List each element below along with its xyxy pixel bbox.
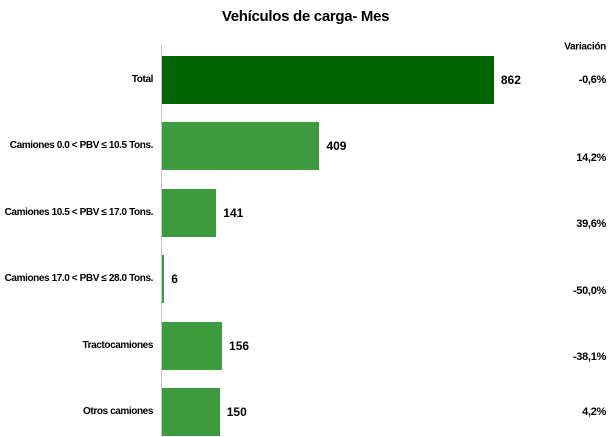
bar: [162, 388, 220, 436]
value-label: 6: [171, 272, 178, 287]
variation-label: 39,6%: [576, 218, 606, 230]
chart-title: Vehículos de carga- Mes: [221, 8, 390, 25]
value-label: 141: [223, 205, 244, 220]
category-label: Tractocamiones: [82, 339, 153, 351]
category-label: Camiones 0.0 < PBV ≤ 10.5 Tons.: [9, 140, 154, 152]
category-label: Camiones 10.5 < PBV ≤ 17.0 Tons.: [4, 206, 154, 218]
category-label: Camiones 17.0 < PBV ≤ 28.0 Tons.: [4, 273, 154, 285]
bar: [162, 321, 223, 370]
variation-label: 14,2%: [576, 152, 606, 164]
variation-label: 4,2%: [582, 406, 606, 418]
value-label: 150: [226, 405, 247, 419]
variation-label: -50,0%: [572, 285, 606, 297]
value-label: 156: [229, 338, 250, 353]
variation-header: Variación: [564, 41, 606, 53]
value-label: 862: [500, 73, 521, 87]
value-label: 409: [326, 139, 347, 154]
variation-label: -38,1%: [572, 351, 606, 363]
category-label: Total: [131, 74, 154, 85]
bar: [162, 255, 165, 304]
bar: [162, 122, 320, 171]
axis-line: [161, 45, 162, 437]
bar: [162, 188, 217, 237]
variation-label: -0,6%: [578, 74, 607, 86]
bar: [162, 56, 494, 104]
category-label: Otros camiones: [83, 406, 153, 417]
